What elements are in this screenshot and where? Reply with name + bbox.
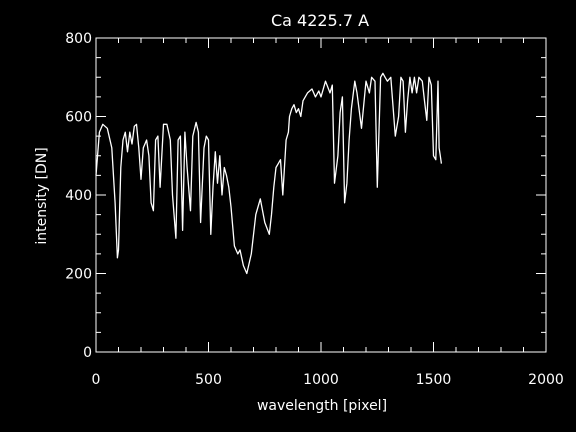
x-tick-label: 1000 xyxy=(303,372,339,388)
x-tick-label: 0 xyxy=(92,372,101,388)
y-axis-label: intensity [DN] xyxy=(34,147,50,244)
x-axis-ticks: 0 500 1000 1500 2000 xyxy=(92,38,564,388)
y-tick-label: 400 xyxy=(65,188,92,204)
y-tick-label: 800 xyxy=(65,31,92,47)
y-axis-ticks: 0 200 400 600 800 xyxy=(65,31,546,361)
y-tick-label: 600 xyxy=(65,110,92,126)
x-axis-label: wavelength [pixel] xyxy=(257,398,387,414)
y-tick-label: 200 xyxy=(65,267,92,283)
chart-title: Ca 4225.7 A xyxy=(271,11,369,30)
spectrum-line xyxy=(95,72,443,275)
x-tick-label: 1500 xyxy=(416,372,452,388)
series-group xyxy=(95,72,443,275)
y-tick-label: 0 xyxy=(83,345,92,361)
x-tick-label: 500 xyxy=(195,372,222,388)
x-tick-label: 2000 xyxy=(528,372,564,388)
